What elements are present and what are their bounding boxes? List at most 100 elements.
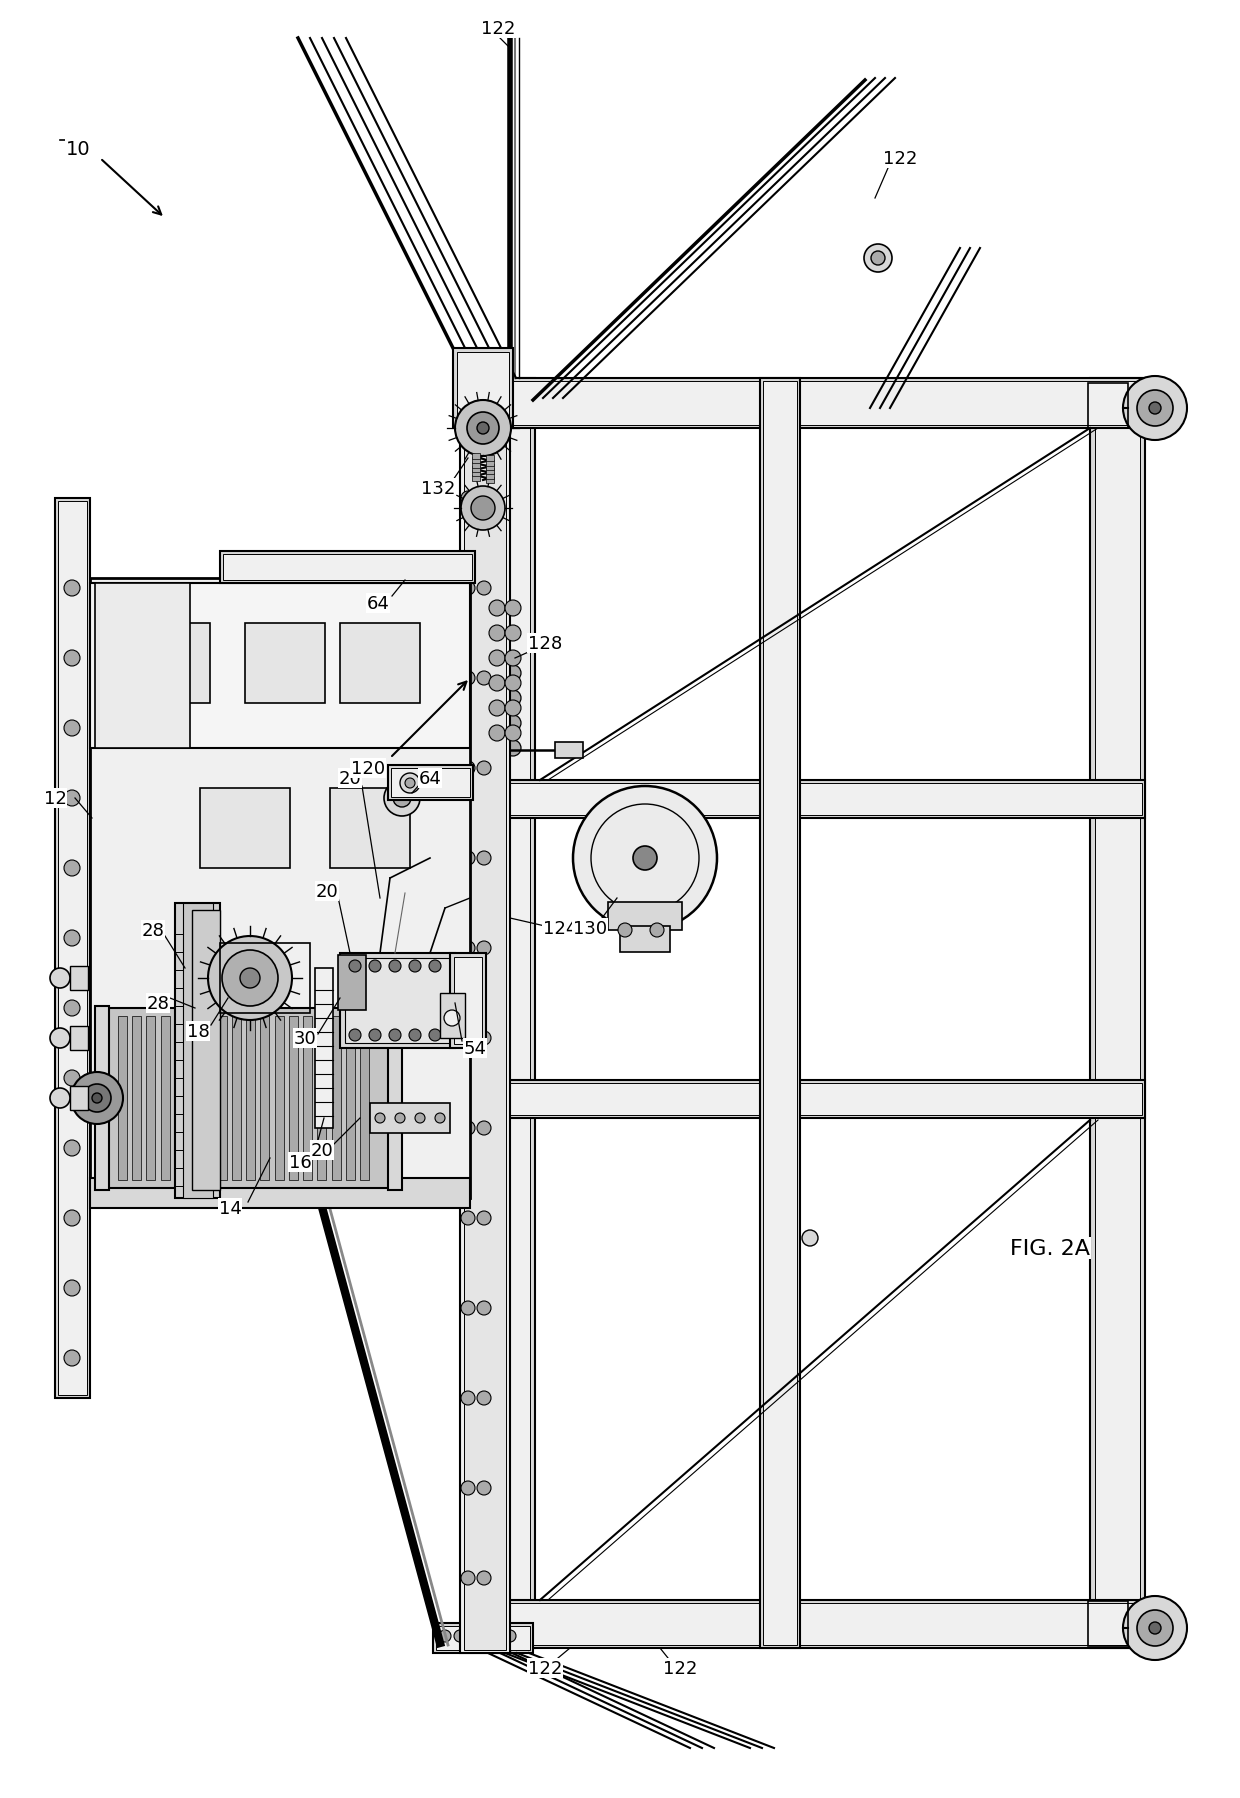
- Circle shape: [505, 716, 521, 732]
- Bar: [484, 381, 1142, 426]
- Bar: [330, 789, 410, 868]
- Circle shape: [489, 665, 505, 681]
- Bar: [391, 768, 470, 798]
- Bar: [436, 1625, 529, 1651]
- Bar: [317, 1016, 326, 1179]
- Circle shape: [484, 1631, 496, 1642]
- Text: 132: 132: [420, 480, 455, 498]
- Bar: [1090, 379, 1145, 1649]
- Text: 122: 122: [528, 1660, 562, 1678]
- Circle shape: [503, 1631, 516, 1642]
- Text: 28: 28: [141, 922, 165, 940]
- Bar: [480, 1600, 1145, 1649]
- Circle shape: [461, 1571, 475, 1586]
- Bar: [486, 478, 494, 484]
- Circle shape: [505, 626, 521, 642]
- Circle shape: [461, 672, 475, 685]
- Bar: [472, 471, 480, 476]
- Circle shape: [477, 1302, 491, 1316]
- Bar: [232, 1016, 241, 1179]
- Bar: [480, 379, 534, 1649]
- Bar: [360, 1016, 370, 1179]
- Circle shape: [489, 676, 505, 692]
- Circle shape: [870, 252, 885, 266]
- Circle shape: [477, 423, 489, 435]
- Bar: [472, 453, 480, 460]
- Text: 120: 120: [351, 759, 386, 777]
- Bar: [458, 352, 508, 424]
- Circle shape: [461, 942, 475, 955]
- Circle shape: [64, 581, 81, 597]
- Circle shape: [471, 496, 495, 521]
- Circle shape: [455, 401, 511, 457]
- Circle shape: [477, 942, 491, 955]
- Circle shape: [409, 960, 422, 973]
- Text: 64: 64: [419, 770, 441, 788]
- Text: 124: 124: [543, 919, 577, 937]
- Bar: [453, 349, 513, 428]
- Bar: [556, 743, 583, 759]
- Text: 30: 30: [294, 1030, 316, 1048]
- Circle shape: [50, 969, 69, 989]
- Circle shape: [618, 924, 632, 937]
- Circle shape: [489, 626, 505, 642]
- Circle shape: [489, 651, 505, 667]
- Bar: [485, 381, 529, 1645]
- Text: 20: 20: [311, 1142, 334, 1160]
- Circle shape: [650, 924, 663, 937]
- Bar: [486, 464, 494, 471]
- Bar: [484, 784, 1142, 816]
- Text: 10: 10: [66, 140, 91, 158]
- Bar: [274, 1016, 284, 1179]
- Text: 18: 18: [187, 1023, 210, 1041]
- Bar: [246, 1016, 255, 1179]
- Circle shape: [64, 721, 81, 737]
- Bar: [58, 502, 87, 1395]
- Bar: [440, 994, 465, 1039]
- Circle shape: [477, 852, 491, 865]
- Bar: [340, 624, 420, 703]
- Text: 16: 16: [289, 1153, 311, 1170]
- Bar: [480, 780, 1145, 818]
- Bar: [480, 379, 1145, 428]
- Bar: [1095, 381, 1140, 1645]
- Circle shape: [469, 1631, 481, 1642]
- Circle shape: [64, 1350, 81, 1366]
- Circle shape: [50, 1088, 69, 1108]
- Circle shape: [64, 1210, 81, 1226]
- Bar: [95, 1007, 109, 1190]
- Bar: [118, 1016, 126, 1179]
- Bar: [472, 462, 480, 469]
- Text: 122: 122: [883, 149, 918, 167]
- Circle shape: [439, 1631, 451, 1642]
- Circle shape: [83, 1084, 112, 1113]
- Circle shape: [50, 1028, 69, 1048]
- Circle shape: [802, 1230, 818, 1246]
- Circle shape: [64, 1000, 81, 1016]
- Circle shape: [208, 937, 291, 1021]
- Circle shape: [461, 1212, 475, 1224]
- Bar: [175, 1016, 184, 1179]
- Circle shape: [415, 1113, 425, 1124]
- Circle shape: [489, 690, 505, 707]
- Bar: [315, 969, 334, 1129]
- Circle shape: [64, 791, 81, 807]
- Text: 14: 14: [218, 1199, 242, 1217]
- Bar: [289, 1016, 298, 1179]
- Circle shape: [393, 789, 410, 807]
- Circle shape: [505, 701, 521, 717]
- Circle shape: [505, 651, 521, 667]
- Circle shape: [1123, 378, 1187, 441]
- Bar: [346, 1016, 355, 1179]
- Bar: [200, 789, 290, 868]
- Bar: [175, 904, 219, 1197]
- Text: 28: 28: [146, 994, 170, 1012]
- Bar: [464, 378, 506, 1651]
- Bar: [219, 552, 475, 584]
- Circle shape: [1149, 403, 1161, 415]
- Circle shape: [64, 1140, 81, 1156]
- Circle shape: [489, 741, 505, 757]
- Bar: [472, 467, 480, 473]
- Bar: [190, 1016, 198, 1179]
- Circle shape: [1137, 390, 1173, 426]
